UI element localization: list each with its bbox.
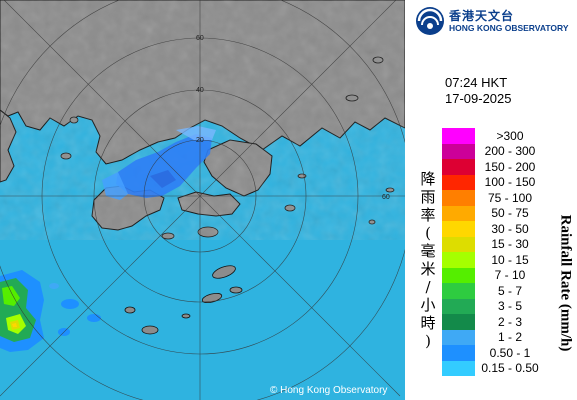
legend-row: 0.50 - 1 <box>442 345 545 361</box>
legend-row: 3 - 5 <box>442 298 545 314</box>
legend-row: >300 <box>442 128 545 144</box>
range-label-20: 20 <box>196 137 204 144</box>
legend-row: 75 - 100 <box>442 190 545 206</box>
legend-label: 1 - 2 <box>497 330 522 345</box>
legend-label: 0.50 - 1 <box>489 345 531 360</box>
legend-swatch <box>442 143 475 159</box>
legend-label: 10 - 15 <box>491 252 529 267</box>
info-panel: 香港天文台 HONG KONG OBSERVATORY 07:24 HKT 17… <box>405 0 577 400</box>
org-name-zh: 香港天文台 <box>449 8 515 23</box>
legend-label: 30 - 50 <box>491 221 529 236</box>
legend-swatch <box>442 174 475 190</box>
legend-title-zh: 降雨率(毫米 / 小時) <box>419 170 437 350</box>
legend-title-en: Rainfall Rate (mm/h) <box>557 214 574 352</box>
legend-swatch <box>442 360 475 376</box>
legend-swatch <box>442 345 475 361</box>
observation-date: 17-09-2025 <box>445 91 512 106</box>
legend-label: 15 - 30 <box>491 237 529 252</box>
legend-label: 5 - 7 <box>497 283 522 298</box>
legend-label: 2 - 3 <box>497 314 522 329</box>
org-name-en: HONG KONG OBSERVATORY <box>449 22 569 33</box>
legend-row: 1 - 2 <box>442 329 545 345</box>
legend-swatch <box>442 298 475 314</box>
legend-swatch <box>442 252 475 268</box>
legend-row: 200 - 300 <box>442 143 545 159</box>
legend-row: 150 - 200 <box>442 159 545 175</box>
legend-label: 100 - 150 <box>484 175 536 190</box>
legend-label: 200 - 300 <box>484 144 536 159</box>
legend-label: 75 - 100 <box>487 190 533 205</box>
legend-label: 7 - 10 <box>494 268 526 283</box>
copyright-text: © Hong Kong Observatory <box>270 385 388 396</box>
legend-row: 0.15 - 0.50 <box>442 360 545 376</box>
legend-row: 5 - 7 <box>442 283 545 299</box>
observation-time: 07:24 HKT <box>445 75 508 90</box>
hong-kong-observatory-logo-icon <box>416 7 444 35</box>
legend-label: 3 - 5 <box>497 299 522 314</box>
legend-swatch <box>442 236 475 252</box>
legend-swatch <box>442 205 475 221</box>
header-logo: 香港天文台 HONG KONG OBSERVATORY <box>415 6 569 36</box>
range-rings <box>0 0 405 400</box>
radar-map: 20 40 60 60 © Hong Kong Observatory <box>0 0 405 400</box>
range-label-60: 60 <box>196 35 204 42</box>
rainfall-legend: >300 200 - 300 150 - 200 100 - 150 75 - 100 5… <box>442 128 545 376</box>
legend-row: 2 - 3 <box>442 314 545 330</box>
legend-label: >300 <box>496 128 524 143</box>
legend-swatch <box>442 329 475 345</box>
legend-row: 15 - 30 <box>442 236 545 252</box>
legend-swatch <box>442 159 475 175</box>
legend-label: 0.15 - 0.50 <box>481 361 539 376</box>
legend-label: 150 - 200 <box>484 159 536 174</box>
legend-row: 50 - 75 <box>442 205 545 221</box>
legend-label: 50 - 75 <box>491 206 529 221</box>
legend-title-en-wrap: Rainfall Rate (mm/h) <box>555 208 575 358</box>
range-labels: 20 40 60 60 <box>196 35 390 201</box>
legend-swatch <box>442 221 475 237</box>
range-label-40: 40 <box>196 87 204 94</box>
legend-swatch <box>442 128 475 144</box>
legend-row: 30 - 50 <box>442 221 545 237</box>
land-texture <box>0 0 405 240</box>
radar-map-image: 20 40 60 60 <box>0 0 405 400</box>
legend-row: 10 - 15 <box>442 252 545 268</box>
legend-swatch <box>442 190 475 206</box>
legend-row: 7 - 10 <box>442 267 545 283</box>
legend-swatch <box>442 314 475 330</box>
legend-swatch <box>442 283 475 299</box>
legend-row: 100 - 150 <box>442 174 545 190</box>
legend-swatch <box>442 267 475 283</box>
range-label-80: 60 <box>382 194 390 201</box>
legend-title-zh-text: 降雨率(毫米 / 小時) <box>420 170 436 350</box>
